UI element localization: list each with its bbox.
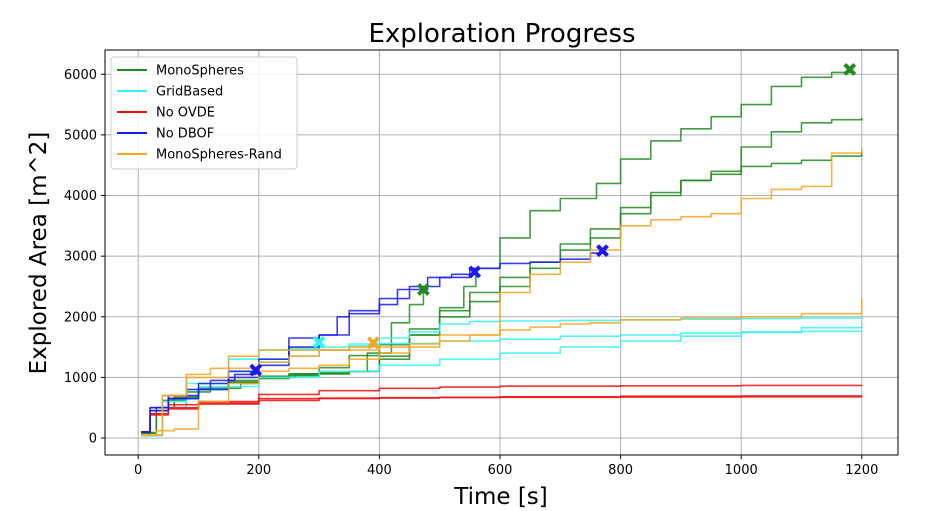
- y-tick-label: 4000: [64, 189, 97, 204]
- x-tick-label: 0: [134, 463, 142, 478]
- legend-label-gridbased: GridBased: [156, 85, 223, 100]
- y-tick-label: 3000: [64, 250, 97, 265]
- series-lines: [141, 69, 863, 437]
- x-tick-label: 800: [608, 463, 633, 478]
- legend-label-no-dbof: No DBOF: [156, 127, 214, 142]
- no-dbof-series-line: [141, 250, 604, 433]
- legend-label-monospheres-rand: MonoSpheres-Rand: [156, 148, 282, 163]
- monospheres-rand-series-line: [141, 298, 863, 436]
- monospheres-rand-series-line: [141, 342, 375, 436]
- legend: MonoSpheres GridBased No OVDE No DBOF MonoSp…: [110, 56, 298, 170]
- monospheres-rand-end-marker: [366, 336, 380, 350]
- no-dbof-end-marker: [468, 265, 482, 279]
- y-axis-title: Explored Area [m^2]: [26, 132, 52, 375]
- y-tick-label: 0: [89, 432, 97, 447]
- monospheres-end-marker: [416, 283, 430, 296]
- monospheres-rand-series-line: [141, 148, 863, 436]
- x-tick-label: 400: [367, 463, 392, 478]
- gridbased-series-line: [141, 324, 863, 437]
- monospheres-series-line: [141, 69, 851, 434]
- y-tick-label: 2000: [64, 310, 97, 325]
- x-axis-title: Time [s]: [453, 484, 548, 510]
- y-tick-label: 5000: [64, 128, 97, 143]
- plot-frame: [104, 49, 899, 456]
- end-markers: [249, 62, 857, 377]
- monospheres-end-marker: [843, 62, 857, 76]
- legend-label-monospheres: MonoSpheres: [156, 64, 244, 79]
- x-tick-label: 1000: [725, 463, 758, 478]
- legend-label-no-ovde: No OVDE: [156, 106, 215, 121]
- y-tick-label: 1000: [64, 371, 97, 386]
- x-tick-label: 600: [488, 463, 513, 478]
- x-tick-label: 1200: [845, 463, 878, 478]
- axis-ticks: 0 200 400 600 800 1000 1200 0 1000 2000 3000 4000 50…: [64, 68, 878, 478]
- chart-title: Exploration Progress: [368, 19, 635, 49]
- x-tick-label: 200: [246, 463, 271, 478]
- no-dbof-end-marker: [596, 244, 609, 258]
- gridbased-end-marker: [312, 335, 326, 349]
- no-dbof-end-marker: [249, 363, 263, 377]
- y-tick-label: 6000: [64, 68, 97, 83]
- legend-box: [110, 56, 298, 170]
